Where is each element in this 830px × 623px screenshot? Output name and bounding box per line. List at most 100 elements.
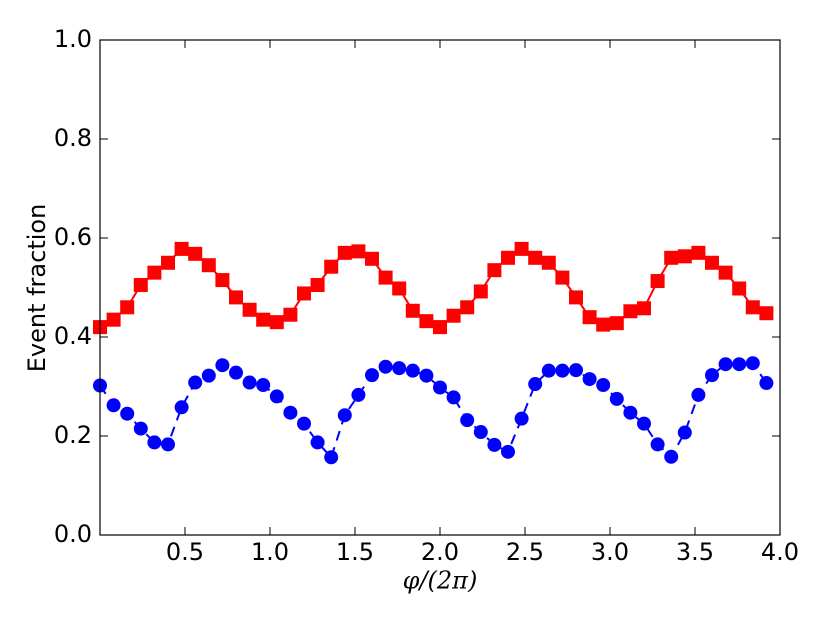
square-marker <box>419 314 434 329</box>
square-marker <box>120 300 135 315</box>
square-marker <box>147 265 162 280</box>
circle-marker <box>705 368 719 383</box>
square-marker <box>637 301 651 316</box>
x-tick-label: 3.5 <box>676 538 714 566</box>
square-marker <box>324 259 339 274</box>
square-marker <box>664 250 679 265</box>
y-axis-label: Event fraction <box>23 204 51 373</box>
y-tick-label: 0.8 <box>54 124 92 152</box>
circle-marker <box>759 376 774 391</box>
circle-marker <box>188 375 203 390</box>
y-tick-label: 0.2 <box>54 421 92 449</box>
square-marker <box>514 241 529 256</box>
circle-marker <box>637 416 651 431</box>
square-marker <box>501 250 515 265</box>
square-marker <box>310 278 325 293</box>
y-tick-label: 0.6 <box>54 223 92 251</box>
x-axis-label: φ/(2π) <box>403 567 478 595</box>
y-tick-label: 0.4 <box>54 322 92 350</box>
square-marker <box>188 246 203 261</box>
square-marker <box>691 245 706 260</box>
x-tick-label: 2.0 <box>421 538 459 566</box>
circle-marker <box>514 411 529 426</box>
square-marker <box>596 317 611 332</box>
circle-marker <box>501 444 515 459</box>
square-marker <box>365 251 379 266</box>
circle-marker <box>120 406 135 421</box>
circle-marker <box>324 450 339 465</box>
square-marker <box>351 244 366 259</box>
circle-marker <box>256 378 271 393</box>
x-tick-label: 2.5 <box>506 538 544 566</box>
square-marker <box>745 300 760 315</box>
circle-marker <box>310 435 325 450</box>
series-line <box>99 362 768 460</box>
square-marker <box>528 250 543 265</box>
circle-marker <box>106 398 121 413</box>
circle-marker <box>609 391 624 406</box>
square-marker <box>650 274 665 289</box>
circle-marker <box>174 400 189 415</box>
circle-marker <box>446 390 461 405</box>
circle-marker <box>555 363 570 378</box>
circle-marker <box>664 449 679 464</box>
circle-marker <box>596 378 611 393</box>
circle-marker <box>745 356 760 371</box>
square-marker <box>582 310 597 325</box>
circle-marker <box>242 375 257 390</box>
square-marker <box>283 307 298 322</box>
square-marker <box>446 308 461 323</box>
square-marker <box>229 290 243 305</box>
square-marker <box>133 278 148 293</box>
square-marker <box>473 284 488 299</box>
circle-marker <box>147 435 162 450</box>
circle-marker <box>201 368 216 383</box>
square-marker <box>705 255 719 270</box>
square-marker <box>215 273 230 288</box>
square-marker <box>161 255 175 270</box>
x-tick-label: 1.0 <box>251 538 289 566</box>
circle-marker <box>541 363 556 378</box>
circle-marker <box>378 359 393 374</box>
circle-marker <box>460 413 475 428</box>
x-tick-label: 1.5 <box>336 538 374 566</box>
square-marker <box>623 304 638 319</box>
circle-marker <box>528 377 543 392</box>
square-marker <box>677 249 692 264</box>
circle-marker <box>269 389 284 404</box>
circle-marker <box>582 372 597 387</box>
x-tick-label: 3.0 <box>591 538 629 566</box>
y-tick-label: 0.0 <box>54 520 92 548</box>
square-marker <box>201 258 216 273</box>
square-marker <box>174 241 189 256</box>
circle-marker <box>677 425 692 440</box>
circle-marker <box>215 358 230 373</box>
square-marker <box>541 255 556 270</box>
circle-marker <box>569 363 583 378</box>
square-marker <box>732 281 747 296</box>
square-marker <box>718 265 733 280</box>
x-tick-label: 4.0 <box>761 538 799 566</box>
circle-marker <box>283 405 298 420</box>
square-marker <box>337 245 352 260</box>
y-tick-label: 1.0 <box>54 25 92 53</box>
circle-marker <box>419 368 434 383</box>
circle-marker <box>161 437 175 452</box>
square-marker <box>487 263 502 278</box>
square-marker <box>106 312 121 327</box>
square-marker <box>555 270 570 285</box>
circle-marker <box>405 363 420 378</box>
circle-marker <box>732 357 747 372</box>
circle-marker <box>433 380 447 395</box>
circle-marker <box>365 368 379 383</box>
circle-marker <box>351 387 366 402</box>
plot-frame <box>99 39 781 536</box>
circle-marker <box>473 425 488 440</box>
circle-marker <box>718 357 733 372</box>
circle-marker <box>392 361 407 376</box>
circle-marker <box>623 405 638 420</box>
square-marker <box>242 302 257 317</box>
square-marker <box>569 290 583 305</box>
circle-marker <box>650 437 665 452</box>
